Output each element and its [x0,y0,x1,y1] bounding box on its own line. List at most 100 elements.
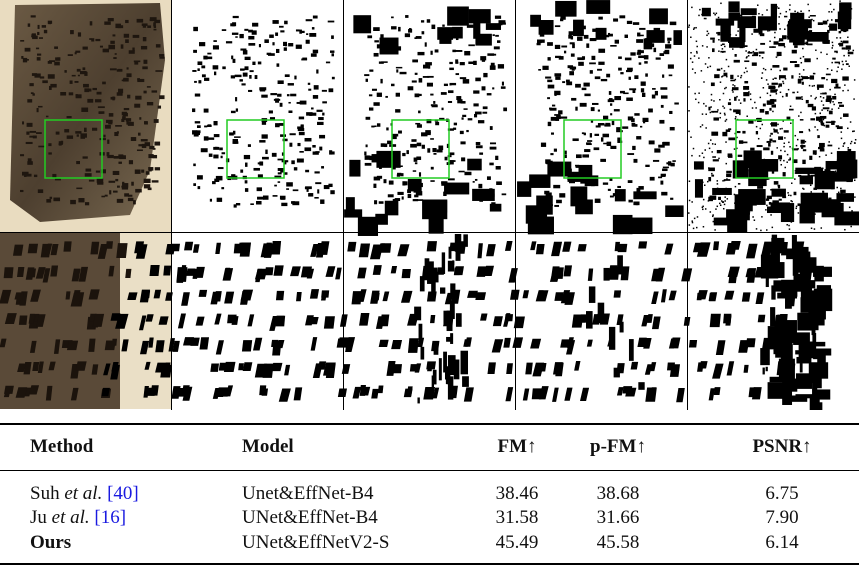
glyph [427,75,434,78]
noise-speck [784,137,786,139]
glyph [283,41,287,47]
citation[interactable]: [16] [94,507,127,528]
noise-zoom [460,350,469,375]
model-cell: Unet&EffNet-B4 [242,483,374,504]
glyph [53,197,61,202]
noise-speck [752,166,755,168]
glyph [379,166,382,169]
glyph-zoom [699,361,708,369]
glyph [486,93,492,96]
noise-blob [375,213,388,225]
glyph [107,18,114,22]
glyph-zoom [359,313,370,326]
noise-speck [747,200,749,203]
noise-speck [712,220,715,223]
glyph [330,50,335,53]
glyph [197,61,203,66]
glyph [398,26,401,32]
glyph [126,121,129,125]
glyph-zoom [273,265,284,276]
citation[interactable]: [40] [107,483,139,504]
glyph-zoom [444,292,454,305]
panels [0,0,859,410]
psnr-cell: 7.90 [765,507,799,528]
glyph [474,178,478,181]
glyph [272,20,279,24]
noise-speck [734,132,736,135]
glyph-zoom [724,290,735,300]
glyph [248,29,253,33]
glyph [463,108,468,110]
noise-speck [842,145,845,147]
glyph-zoom [195,316,205,326]
glyph [192,130,198,135]
noise-blob [713,217,732,226]
noise-speck [790,194,792,197]
glyph [713,117,719,121]
noise-speck [761,57,764,59]
glyph [662,74,665,78]
noise-speck [701,113,704,115]
noise-speck [820,51,822,54]
glyph [151,146,155,150]
glyph-zoom [4,313,17,325]
noise-speck [802,160,805,163]
glyph [591,55,596,60]
noise-speck [715,12,718,15]
noise-zoom [447,260,455,272]
noise-zoom [786,248,805,260]
noise-speck [779,159,782,162]
glyph-zoom [554,292,564,301]
noise-speck [734,117,737,120]
noise-speck [847,49,850,52]
noise-speck [819,95,822,98]
glyph [495,166,501,170]
glyph-zoom [269,315,279,331]
noise-speck [717,16,720,19]
glyph [619,15,626,19]
noise-speck [839,0,841,2]
glyph [606,73,611,78]
noise-speck [831,61,833,64]
noise-zoom [449,300,455,319]
noise-speck [808,128,811,131]
glyph [125,118,132,122]
glyph-zoom [563,265,573,277]
glyph [727,154,733,158]
glyph [772,65,780,68]
glyph [309,32,317,37]
glyph [301,58,308,61]
glyph [270,93,277,96]
noise-speck [781,203,783,205]
glyph [723,72,728,77]
glyph-zoom [198,289,208,297]
glyph [845,63,849,66]
glyph [551,104,556,107]
glyph-zoom [669,364,681,377]
glyph [789,61,797,63]
glyph [441,107,444,111]
psnr-cell: 6.14 [765,532,799,553]
glyph [426,118,432,124]
glyph [760,42,766,45]
noise-speck [798,15,800,17]
noise-speck [693,217,696,220]
noise-zoom [446,336,452,342]
glyph [632,145,636,150]
noise-speck [739,102,742,104]
glyph [391,16,394,19]
glyph [421,132,428,137]
glyph [159,56,165,59]
glyph [474,113,478,118]
noise-speck [808,9,810,12]
glyph-zoom [215,340,224,355]
noise-speck [784,166,787,169]
bottom-rule [0,563,859,565]
glyph-zoom [35,267,46,279]
noise-speck [695,226,698,229]
noise-zoom [433,347,439,355]
noise-speck [850,8,853,10]
glyph [562,81,566,84]
glyph-zoom [713,387,721,396]
noise-speck [755,125,758,128]
